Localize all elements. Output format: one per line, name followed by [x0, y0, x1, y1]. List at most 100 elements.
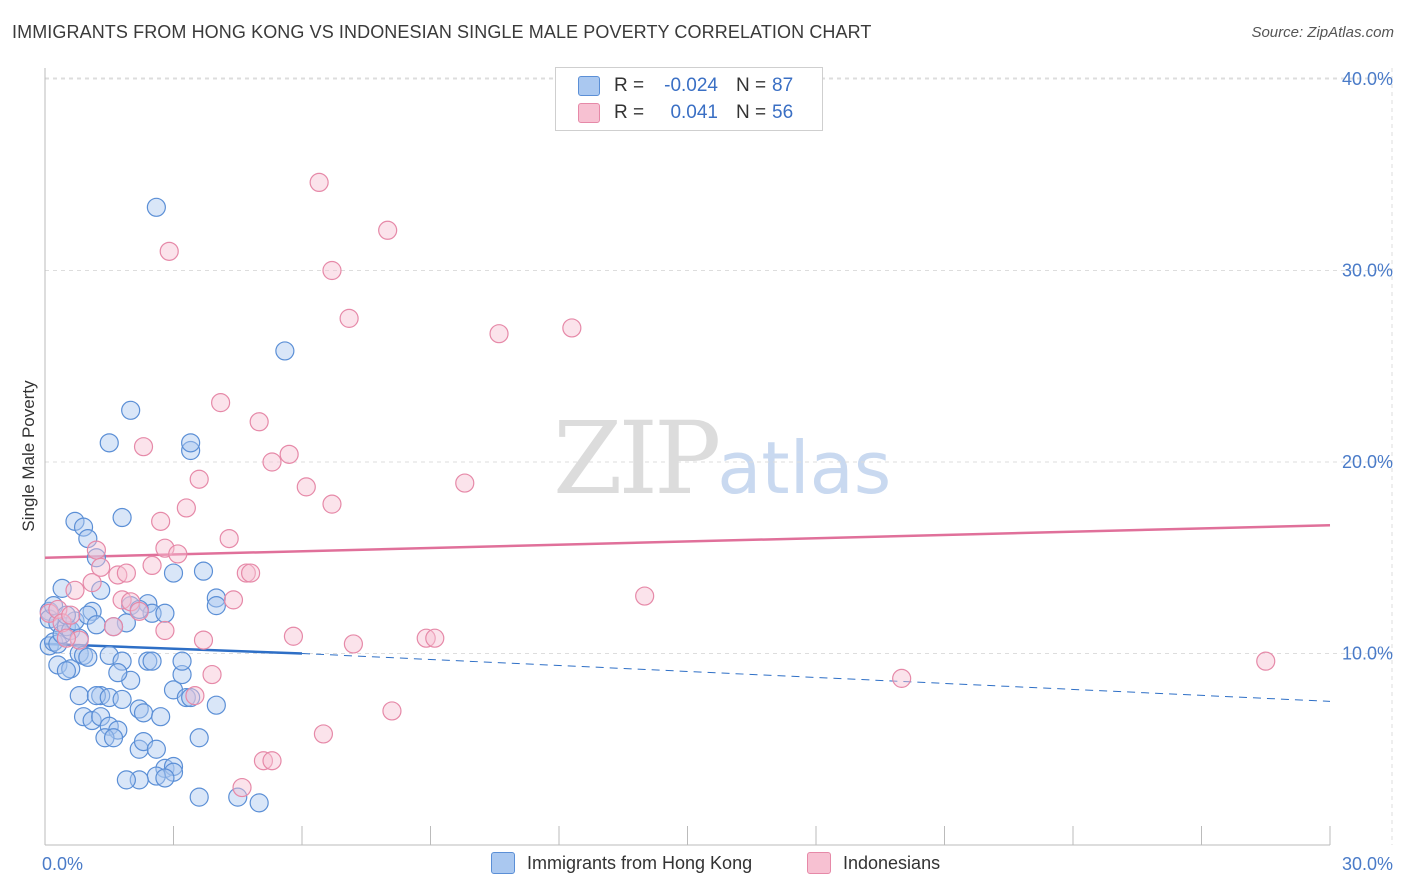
- indonesian-point: [129, 601, 149, 621]
- x-tick-label: 0.0%: [42, 854, 83, 874]
- y-axis-label: Single Male Poverty: [19, 380, 38, 532]
- legend-r-value: 0.041: [670, 102, 718, 123]
- legend-n-label: N =: [736, 102, 767, 123]
- indonesian-point: [86, 540, 107, 560]
- bottom-legend-label: Immigrants from Hong Kong: [527, 852, 753, 873]
- hong-kong-point: [86, 548, 107, 568]
- indonesian-point: [91, 557, 111, 577]
- hong-kong-point: [112, 651, 132, 671]
- x-tick-label: 30.0%: [1342, 854, 1393, 874]
- indonesian-point: [232, 777, 252, 798]
- indonesian-point: [562, 318, 582, 338]
- indonesian-point: [116, 563, 136, 583]
- indonesian-point: [378, 220, 398, 240]
- axes: [44, 68, 1331, 846]
- bottom-legend-swatch-pink: [807, 852, 831, 874]
- hong-kong-point: [146, 197, 166, 217]
- legend-n-value: 56: [772, 102, 794, 123]
- watermark-zip: ZIP: [553, 400, 721, 517]
- hong-kong-point: [103, 728, 124, 748]
- legend-row-hong-kong: R = -0.024 N = 87: [578, 73, 793, 99]
- legend-r-value: -0.024: [664, 75, 718, 96]
- indonesian-point: [202, 664, 222, 685]
- chart-title: IMMIGRANTS FROM HONG KONG VS INDONESIAN …: [12, 22, 872, 42]
- indonesian-point: [283, 626, 304, 646]
- data-points: [39, 172, 1276, 813]
- hong-kong-point: [121, 400, 141, 420]
- correlation-legend: R = -0.024 N = 87 R = 0.041 N = 56: [555, 67, 823, 131]
- indonesian-trend: [44, 523, 1331, 559]
- watermark-atlas: atlas: [717, 426, 892, 510]
- indonesian-point: [189, 469, 209, 489]
- hong-kong-point: [193, 561, 214, 581]
- hong-kong-point: [116, 770, 136, 790]
- legend-r-label: R =: [614, 75, 645, 96]
- hong-kong-point: [133, 703, 154, 723]
- hong-kong-point: [228, 787, 248, 807]
- indonesian-point: [322, 494, 342, 514]
- indonesian-point: [211, 393, 231, 413]
- indonesian-point: [322, 260, 342, 281]
- legend-swatch-pink: [578, 103, 600, 123]
- indonesian-point: [296, 477, 316, 497]
- indonesian-point: [262, 751, 282, 771]
- hong-kong-point: [73, 517, 94, 537]
- hong-kong-point: [78, 647, 98, 667]
- legend-r-label: R =: [614, 102, 645, 123]
- indonesian-point: [313, 724, 334, 744]
- indonesian-point: [219, 528, 239, 549]
- hong-kong-point: [86, 615, 107, 635]
- indonesian-point: [892, 668, 912, 688]
- hong-kong-point: [155, 603, 175, 623]
- indonesian-point: [343, 634, 363, 654]
- indonesian-point: [133, 437, 154, 457]
- hong-kong-point: [189, 728, 209, 748]
- bottom-legend-hong-kong[interactable]: Immigrants from Hong Kong: [491, 852, 752, 874]
- hong-kong-point: [146, 739, 166, 759]
- hong-kong-point: [181, 433, 201, 453]
- indonesian-point: [168, 544, 188, 564]
- hong-kong-point: [172, 664, 192, 685]
- hong-kong-point: [108, 663, 128, 683]
- indonesian-point: [309, 172, 329, 193]
- hong-kong-point: [142, 651, 162, 671]
- indonesian-point: [56, 628, 77, 648]
- legend-row-indonesians: R = 0.041 N = 56: [578, 100, 793, 126]
- source-label: Source: ZipAtlas.com: [1251, 24, 1394, 41]
- indonesian-point: [176, 498, 196, 518]
- trend-lines: [44, 523, 1331, 702]
- hong-kong-point: [116, 613, 136, 633]
- legend-n-label: N =: [736, 75, 767, 96]
- indonesian-point: [103, 617, 124, 637]
- indonesian-point: [236, 563, 256, 583]
- indonesian-point: [1256, 651, 1276, 671]
- hong-kong-point: [112, 689, 132, 710]
- hong-kong-point: [69, 686, 89, 706]
- indonesian-point: [262, 452, 282, 472]
- hong-kong-point: [181, 440, 201, 461]
- indonesian-point: [61, 605, 81, 625]
- indonesian-point: [249, 412, 269, 432]
- indonesian-point: [223, 590, 244, 610]
- bottom-legend-indonesians[interactable]: Indonesians: [807, 852, 940, 874]
- y-tick-label: 40.0%: [1342, 69, 1393, 89]
- indonesian-point: [241, 563, 261, 583]
- hong-kong-point: [275, 341, 295, 361]
- bottom-legend-swatch-blue: [491, 852, 515, 874]
- indonesian-point: [159, 241, 179, 261]
- hong-kong-point: [138, 651, 158, 671]
- indonesian-point: [489, 324, 509, 344]
- tick-labels: 10.0% 20.0% 30.0% 40.0% 0.0% 30.0%: [42, 69, 1393, 874]
- hong-kong-point: [155, 768, 175, 788]
- indonesian-point: [82, 573, 102, 593]
- indonesian-point: [425, 628, 445, 648]
- hong-kong-point: [163, 563, 184, 583]
- legend-n-value: 87: [772, 75, 794, 96]
- hong-kong-point: [249, 793, 269, 813]
- legend-swatch-blue: [578, 76, 600, 96]
- watermark: ZIPatlas: [553, 400, 891, 517]
- hong-kong-point: [206, 596, 226, 616]
- hong-kong-point: [56, 661, 77, 681]
- hong-kong-point: [189, 787, 209, 807]
- hong-kong-point: [172, 651, 192, 671]
